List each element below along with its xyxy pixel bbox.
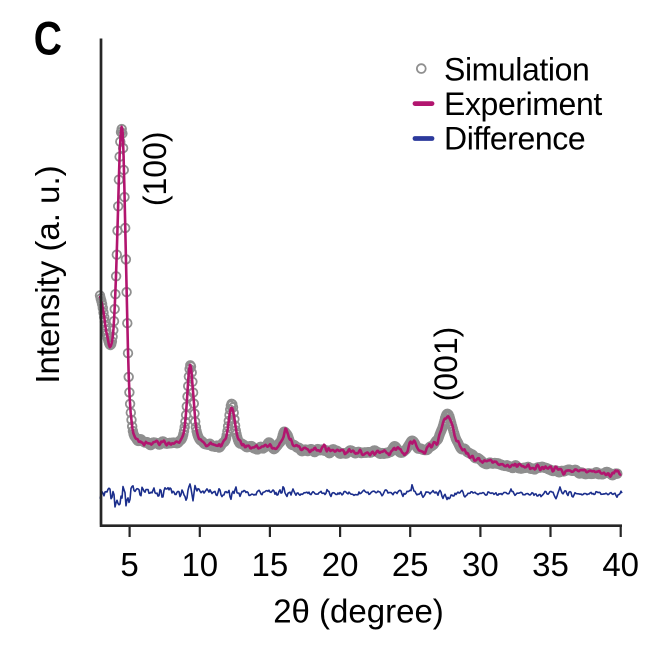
svg-text:25: 25 xyxy=(392,546,429,583)
svg-text:Experiment: Experiment xyxy=(444,86,602,122)
svg-text:40: 40 xyxy=(602,546,639,583)
svg-text:30: 30 xyxy=(462,546,499,583)
svg-text:(100): (100) xyxy=(137,131,173,206)
svg-text:20: 20 xyxy=(322,546,359,583)
svg-text:C: C xyxy=(34,13,62,65)
svg-text:15: 15 xyxy=(252,546,289,583)
svg-text:Simulation: Simulation xyxy=(444,52,589,88)
svg-text:(001): (001) xyxy=(428,327,464,402)
svg-text:35: 35 xyxy=(532,546,569,583)
svg-text:Intensity (a. u.): Intensity (a. u.) xyxy=(29,165,66,383)
svg-text:2θ (degree): 2θ (degree) xyxy=(273,593,444,630)
svg-text:Difference: Difference xyxy=(444,121,585,157)
svg-text:10: 10 xyxy=(181,546,218,583)
svg-text:5: 5 xyxy=(120,546,138,583)
